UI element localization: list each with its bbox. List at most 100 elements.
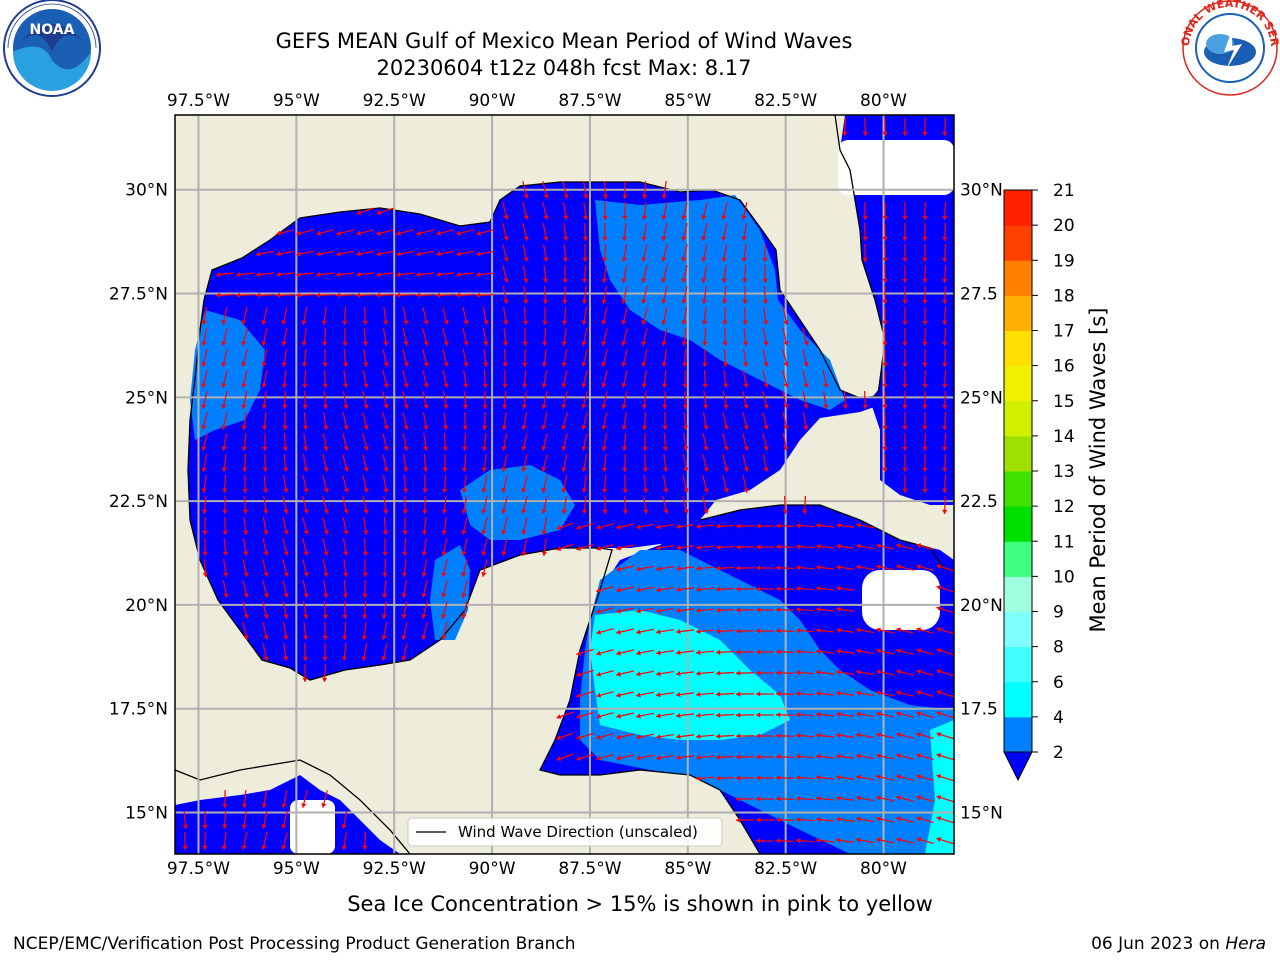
wind-arrow — [561, 496, 568, 514]
wind-arrow-head — [443, 404, 449, 409]
wind-arrow — [435, 271, 455, 278]
wind-arrow — [815, 690, 835, 697]
wind-arrow — [382, 454, 389, 472]
wind-arrow-head — [456, 292, 461, 298]
wind-arrow-head — [503, 215, 509, 220]
wind-arrow — [836, 816, 854, 822]
colorbar-tick-label: 13 — [1053, 462, 1075, 482]
wind-arrow-head — [642, 446, 648, 451]
wind-arrow-head — [303, 572, 309, 577]
wind-arrow — [462, 307, 469, 325]
wind-arrow — [376, 250, 394, 257]
wind-arrow — [641, 265, 648, 283]
wind-arrow-head — [296, 251, 301, 257]
wind-arrow-head — [683, 509, 689, 514]
wind-arrow-head — [942, 299, 948, 304]
wind-arrow-head — [342, 362, 348, 367]
wind-arrow — [522, 244, 529, 262]
wind-arrow — [882, 222, 888, 242]
wind-arrow-head — [696, 754, 701, 761]
wind-arrow-head — [721, 215, 727, 220]
wind-arrow-head — [456, 230, 461, 236]
title-line-1: GEFS MEAN Gulf of Mexico Mean Period of … — [276, 29, 853, 53]
wind-arrow — [241, 370, 248, 388]
wind-arrow-head — [902, 278, 908, 283]
wind-arrow-head — [716, 754, 721, 760]
wind-arrow — [323, 580, 329, 598]
wind-arrow-head — [441, 614, 447, 619]
wind-arrow — [342, 558, 349, 578]
wind-arrow — [296, 250, 314, 257]
wind-arrow-head — [696, 733, 701, 740]
wind-arrow-head — [942, 257, 948, 262]
wind-arrow — [922, 222, 928, 242]
wind-arrow — [755, 691, 775, 697]
wind-arrow-head — [283, 656, 289, 661]
wind-arrow — [721, 202, 728, 220]
wind-arrow — [581, 285, 588, 305]
wind-arrow — [701, 244, 708, 262]
wind-arrow — [762, 454, 769, 472]
wind-arrow — [616, 712, 634, 719]
wind-arrow-head — [916, 774, 922, 780]
wind-arrow-head — [856, 711, 861, 717]
wind-arrow-head — [816, 543, 821, 550]
wind-arrow — [201, 307, 207, 325]
wind-arrow-head — [476, 230, 481, 236]
wind-arrow-head — [376, 292, 381, 298]
wind-arrow-head — [763, 404, 769, 409]
wind-arrow — [643, 496, 649, 514]
wind-arrow-head — [202, 530, 208, 535]
wind-arrow-head — [876, 711, 881, 717]
wind-arrow-head — [636, 692, 641, 698]
wind-arrow-head — [621, 425, 627, 430]
wind-arrow-head — [902, 467, 908, 472]
wind-arrow — [715, 649, 735, 655]
wind-arrow-head — [343, 383, 349, 388]
wind-arrow — [342, 454, 349, 472]
wind-arrow-head — [261, 845, 267, 850]
wind-arrow-head — [323, 551, 329, 556]
wind-arrow — [681, 223, 688, 241]
wind-arrow — [856, 711, 874, 718]
wind-arrow — [641, 307, 648, 325]
wind-arrow — [682, 411, 689, 431]
wind-arrow-head — [776, 586, 781, 592]
wind-arrow-head — [481, 509, 487, 514]
wind-arrow-head — [856, 753, 861, 759]
wind-arrow-head — [363, 467, 369, 472]
wind-arrow-head — [283, 530, 289, 535]
wind-arrow-head — [882, 341, 888, 346]
wind-arrow-head — [283, 614, 289, 619]
wind-arrow-head — [663, 467, 669, 472]
wind-arrow — [742, 433, 749, 451]
wind-arrow — [456, 229, 474, 236]
wind-arrow-head — [783, 425, 789, 430]
wind-arrow-head — [882, 257, 888, 262]
wind-arrow-head — [456, 271, 461, 278]
wind-arrow — [742, 454, 749, 472]
wind-arrow — [461, 496, 468, 514]
wind-arrow-head — [481, 551, 487, 556]
wind-arrow — [741, 202, 748, 220]
wind-arrow — [695, 733, 715, 740]
wind-arrow — [542, 306, 548, 326]
wind-arrow-head — [222, 551, 229, 556]
wind-arrow-head — [561, 425, 567, 430]
wind-arrow-head — [236, 271, 241, 278]
wind-arrow — [695, 691, 715, 698]
wind-arrow — [836, 606, 854, 612]
wind-arrow-head — [682, 404, 688, 409]
wind-arrow-head — [776, 691, 781, 697]
wind-arrow — [221, 391, 228, 409]
wind-arrow — [656, 523, 674, 530]
wind-arrow — [501, 475, 508, 493]
map-legend: Wind Wave Direction (unscaled) — [407, 817, 723, 847]
wind-arrow — [442, 411, 449, 431]
wind-arrow — [362, 496, 369, 514]
wind-arrow-head — [856, 522, 861, 528]
wind-arrow-head — [736, 649, 741, 655]
wind-arrow-head — [401, 593, 407, 598]
wind-arrow — [241, 789, 248, 809]
wind-arrow-head — [621, 257, 627, 262]
